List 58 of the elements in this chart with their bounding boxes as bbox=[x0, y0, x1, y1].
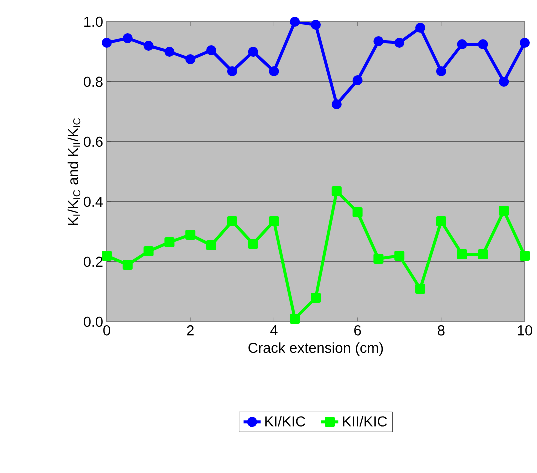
point bbox=[436, 66, 446, 76]
point bbox=[311, 20, 322, 30]
point bbox=[478, 39, 488, 50]
point bbox=[206, 240, 217, 250]
point bbox=[290, 16, 300, 27]
point bbox=[144, 246, 154, 256]
point bbox=[164, 46, 175, 57]
point bbox=[436, 216, 446, 226]
point bbox=[269, 66, 280, 76]
point bbox=[144, 40, 154, 51]
point bbox=[478, 250, 488, 260]
point bbox=[206, 45, 217, 56]
point bbox=[457, 39, 468, 50]
point bbox=[374, 36, 384, 46]
point bbox=[186, 230, 196, 240]
point bbox=[416, 22, 426, 33]
point bbox=[332, 99, 342, 110]
x-tick-label: 10 bbox=[518, 326, 532, 336]
legend-label: KII/KIC bbox=[343, 416, 388, 427]
y-tick-label: 1.0 bbox=[84, 16, 103, 28]
point bbox=[122, 33, 133, 44]
point bbox=[122, 260, 133, 270]
x-axis-title: Crack extension (cm) bbox=[248, 342, 384, 356]
y-tick-label: 0.8 bbox=[84, 76, 103, 88]
x-tick-label: 8 bbox=[438, 326, 445, 336]
point bbox=[186, 54, 196, 64]
point bbox=[290, 314, 300, 324]
point bbox=[227, 66, 238, 76]
legend-label: KI/KIC bbox=[266, 416, 306, 427]
x-tick-label: 2 bbox=[187, 326, 194, 336]
point bbox=[499, 206, 510, 216]
y-tick-label: 0.0 bbox=[84, 316, 103, 328]
x-tick-label: 0 bbox=[104, 326, 110, 336]
y-tick-label: 0.4 bbox=[84, 196, 104, 208]
point bbox=[352, 207, 363, 218]
point bbox=[394, 38, 405, 48]
point bbox=[311, 293, 322, 303]
point bbox=[499, 76, 510, 87]
x-tick-label: 4 bbox=[270, 326, 278, 336]
point bbox=[394, 251, 405, 261]
point bbox=[227, 216, 238, 226]
point bbox=[457, 250, 468, 260]
point bbox=[416, 284, 426, 294]
point bbox=[352, 75, 363, 86]
point bbox=[520, 38, 530, 48]
point bbox=[248, 46, 258, 57]
point bbox=[102, 38, 112, 48]
point bbox=[248, 239, 258, 249]
y-tick-label: 0.2 bbox=[84, 256, 103, 268]
point bbox=[332, 186, 342, 196]
y-tick-label: 0.6 bbox=[84, 136, 103, 148]
point bbox=[374, 254, 384, 264]
point bbox=[269, 216, 280, 226]
y-axis-title: K$_{I}$/K$_{IC}$ and K$_{II}$/K$_{IC}$ bbox=[68, 118, 81, 226]
x-tick-label: 6 bbox=[354, 326, 362, 336]
point bbox=[102, 251, 112, 261]
point bbox=[164, 238, 175, 248]
point bbox=[520, 251, 530, 261]
